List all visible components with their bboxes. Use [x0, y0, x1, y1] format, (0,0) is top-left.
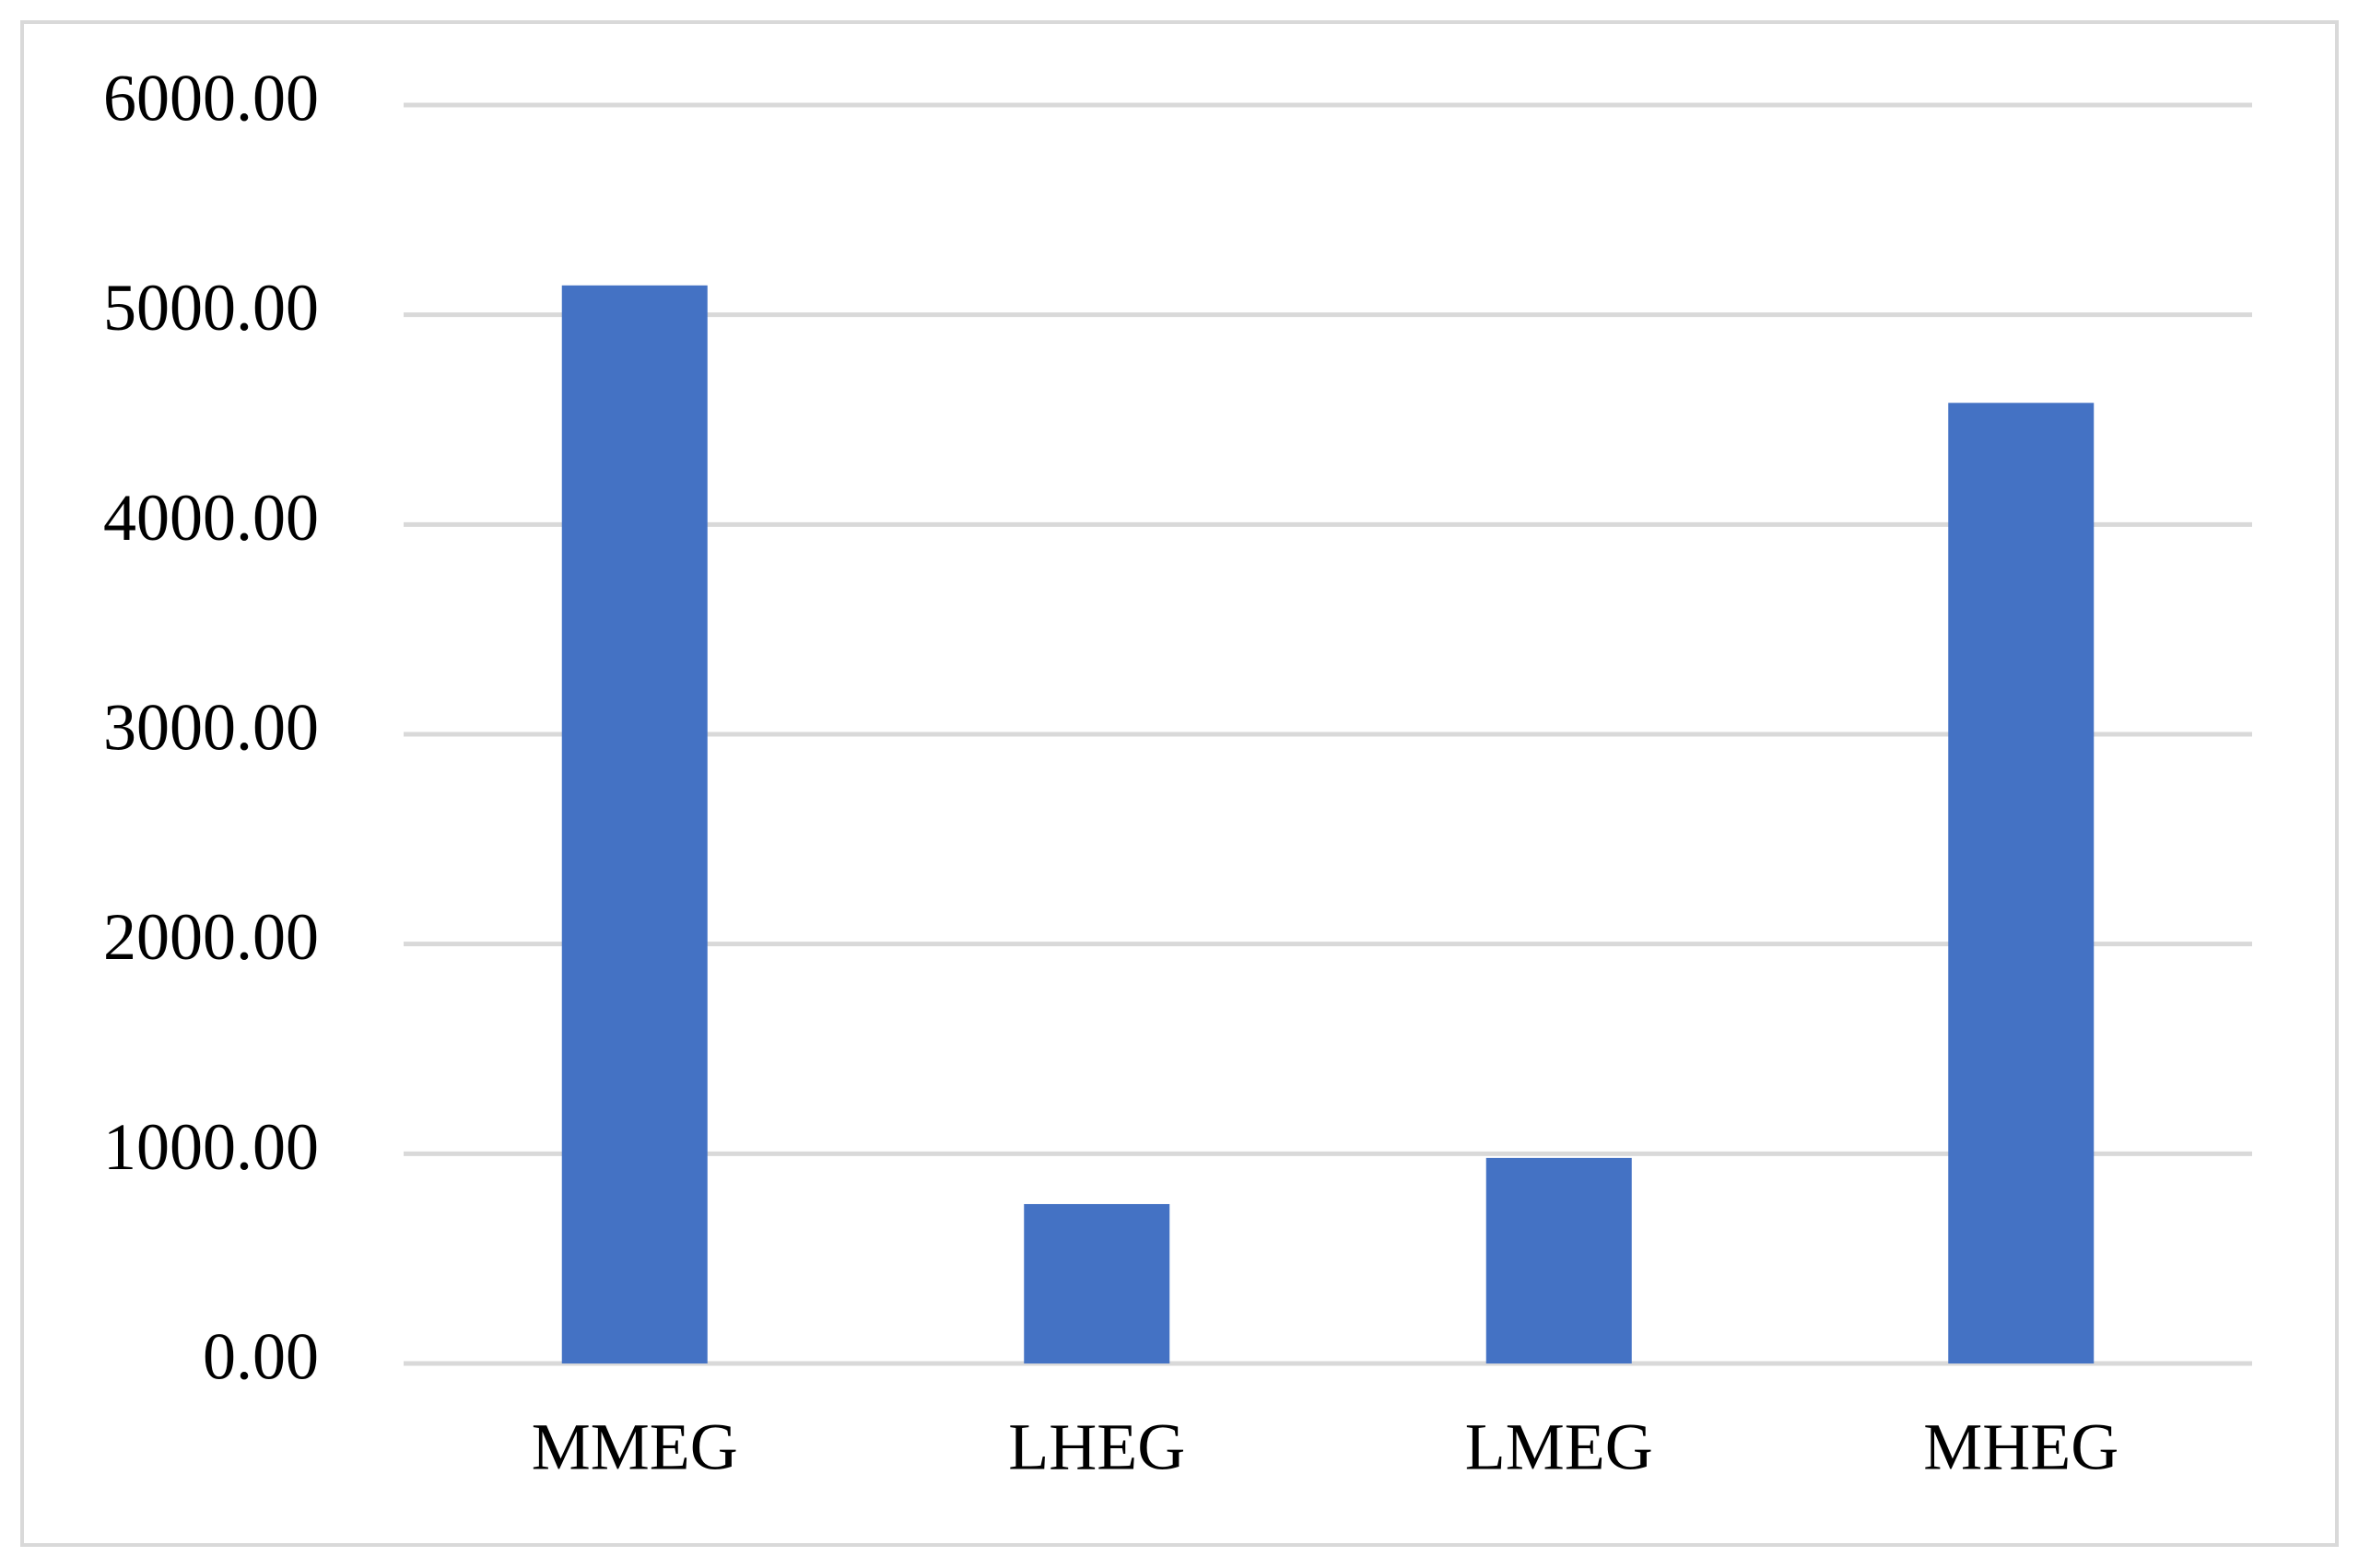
y-tick-label: 1000.00 [103, 1110, 319, 1184]
bar [1948, 403, 2095, 1364]
bar [1024, 1203, 1170, 1363]
x-tick-label: LHEG [1008, 1410, 1185, 1484]
y-tick-label: 0.00 [203, 1320, 319, 1394]
bar [1485, 1157, 1632, 1363]
y-tick-label: 3000.00 [103, 691, 319, 765]
y-tick-label: 6000.00 [103, 62, 319, 135]
x-tick-label: LMEG [1465, 1410, 1653, 1484]
x-tick-label: MHEG [1923, 1410, 2118, 1484]
y-tick-label: 2000.00 [103, 900, 319, 974]
bar [561, 285, 708, 1363]
y-tick-label: 5000.00 [103, 271, 319, 345]
y-tick-label: 4000.00 [103, 481, 319, 555]
x-tick-label: MMEG [532, 1410, 738, 1484]
